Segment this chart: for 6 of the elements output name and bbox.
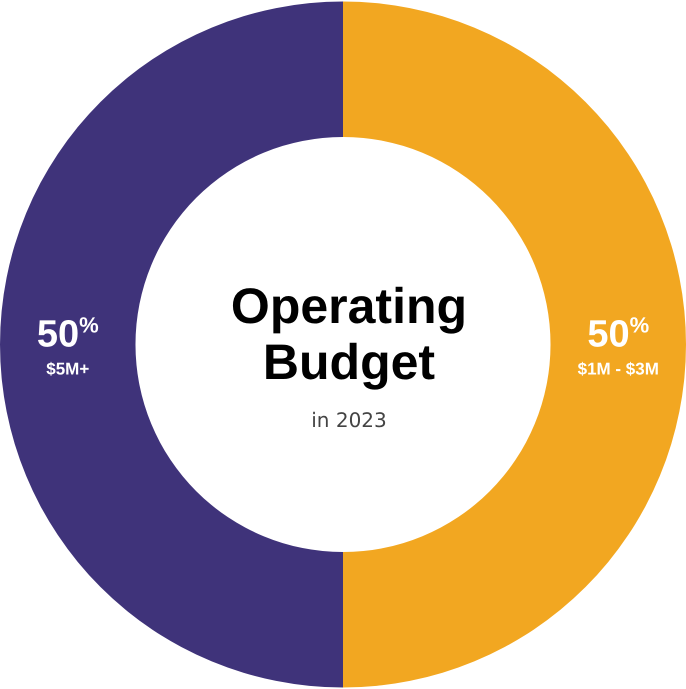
slice-label: $5M+	[46, 360, 90, 378]
data-label: 50%	[36, 312, 99, 356]
data-label: 50%	[587, 312, 650, 356]
text: in 2023	[310, 408, 388, 432]
text: Operating Budget	[230, 278, 468, 390]
slice-label: $1M - $3M	[578, 360, 659, 378]
